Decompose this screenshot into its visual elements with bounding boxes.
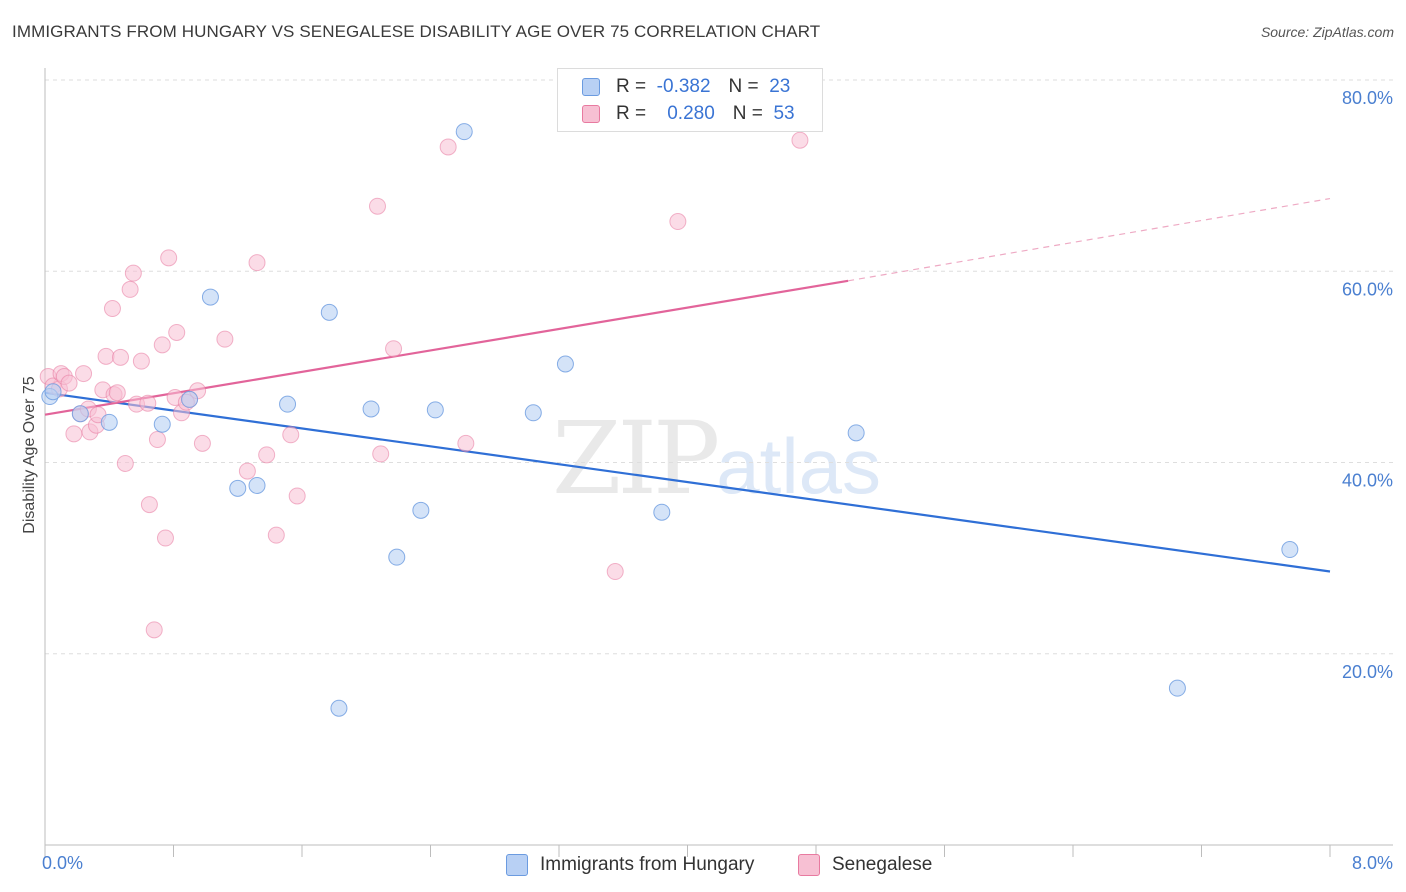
senegalese-r-value: 0.280: [667, 103, 715, 124]
hungary-point: [1281, 541, 1299, 559]
hungary-point: [330, 699, 348, 717]
senegalese-point: [60, 374, 78, 392]
hungary-point: [320, 303, 338, 321]
senegalese-point: [457, 434, 475, 452]
senegalese-point: [140, 496, 158, 514]
senegalese-point: [385, 340, 403, 358]
bottom-legend-hungary: Immigrants from Hungary: [506, 852, 754, 878]
senegalese-point: [153, 336, 171, 354]
hungary-n-value: 23: [769, 76, 791, 97]
tick-labels: 20.0% 40.0% 60.0% 80.0% 0.0% 8.0%: [42, 88, 1393, 873]
senegalese-point: [606, 563, 624, 581]
hungary-point: [1168, 679, 1186, 697]
senegalese-point: [148, 431, 166, 449]
hungary-point: [556, 355, 574, 373]
y-tick-label: 80.0%: [1342, 88, 1393, 108]
senegalese-trend-extension: [848, 197, 1331, 282]
y-tick-label: 40.0%: [1342, 471, 1393, 491]
senegalese-point: [248, 254, 266, 272]
senegalese-point: [139, 394, 157, 412]
senegalese-point: [267, 526, 285, 544]
senegalese-point: [75, 365, 93, 383]
hungary-point: [71, 405, 89, 423]
data-points: [39, 123, 1299, 717]
legend-row-hungary: R = -0.382 N = 23: [558, 74, 790, 100]
hungary-swatch: [582, 78, 600, 96]
chart-title: IMMIGRANTS FROM HUNGARY VS SENEGALESE DI…: [12, 22, 821, 41]
senegalese-point: [238, 462, 256, 480]
grid-lines: [45, 79, 1393, 655]
senegalese-point: [116, 454, 134, 472]
senegalese-point: [108, 384, 126, 402]
senegalese-point: [111, 348, 129, 366]
hungary-r-value: -0.382: [656, 76, 711, 97]
x-tick-label: 0.0%: [42, 853, 83, 873]
hungary-point: [201, 288, 219, 306]
hungary-trend-line: [44, 391, 1331, 573]
watermark-zip: ZIP: [552, 400, 720, 517]
hungary-point: [362, 400, 380, 418]
senegalese-point: [282, 426, 300, 444]
senegalese-swatch: [582, 105, 600, 123]
r-label: R =: [616, 76, 647, 97]
hungary-point: [426, 401, 444, 419]
senegalese-point: [160, 249, 178, 267]
hungary-point: [412, 501, 430, 519]
hungary-point: [44, 383, 62, 401]
hungary-legend-swatch: [506, 854, 528, 876]
source-credit: Source: ZipAtlas.com: [1260, 24, 1394, 40]
hungary-point: [455, 123, 473, 141]
n-label: N =: [728, 76, 759, 97]
senegalese-n-value: 53: [773, 103, 795, 124]
hungary-point: [181, 390, 199, 408]
senegalese-point: [124, 264, 142, 282]
senegalese-point: [103, 300, 121, 318]
y-tick-label: 20.0%: [1342, 662, 1393, 682]
senegalese-legend-label: Senegalese: [832, 854, 933, 875]
hungary-point: [847, 424, 865, 442]
hungary-point: [229, 479, 247, 497]
senegalese-point: [132, 352, 150, 370]
senegalese-legend-swatch: [798, 854, 820, 876]
hungary-point: [248, 476, 266, 494]
hungary-point: [524, 404, 542, 422]
x-tick-label: 8.0%: [1352, 853, 1393, 873]
bottom-legend-senegalese: Senegalese: [798, 852, 932, 878]
hungary-legend-label: Immigrants from Hungary: [540, 854, 755, 875]
legend-row-senegalese: R = 0.280 N = 53: [558, 101, 795, 127]
n-label: N =: [732, 103, 763, 124]
senegalese-point: [121, 280, 139, 298]
senegalese-point: [791, 131, 809, 149]
senegalese-point: [97, 347, 115, 365]
senegalese-point: [669, 213, 687, 231]
hungary-point: [279, 395, 297, 413]
r-label: R =: [616, 103, 647, 124]
hungary-point: [388, 548, 406, 566]
correlation-legend: R = -0.382 N = 23 R = 0.280 N = 53: [557, 68, 823, 132]
senegalese-point: [439, 138, 457, 156]
axes: [44, 68, 1393, 857]
senegalese-point: [145, 621, 163, 639]
senegalese-point: [168, 323, 186, 341]
senegalese-point: [368, 197, 386, 215]
senegalese-point: [156, 529, 174, 547]
senegalese-point: [193, 434, 211, 452]
hungary-point: [653, 503, 671, 521]
senegalese-point: [288, 487, 306, 505]
hungary-point: [153, 415, 171, 433]
senegalese-point: [65, 425, 83, 443]
senegalese-point: [372, 445, 390, 463]
senegalese-point: [258, 446, 276, 464]
trend-lines: [44, 197, 1331, 573]
y-tick-label: 60.0%: [1342, 279, 1393, 299]
y-axis-label: Disability Age Over 75: [21, 376, 38, 534]
hungary-point: [100, 413, 118, 431]
senegalese-point: [216, 330, 234, 348]
